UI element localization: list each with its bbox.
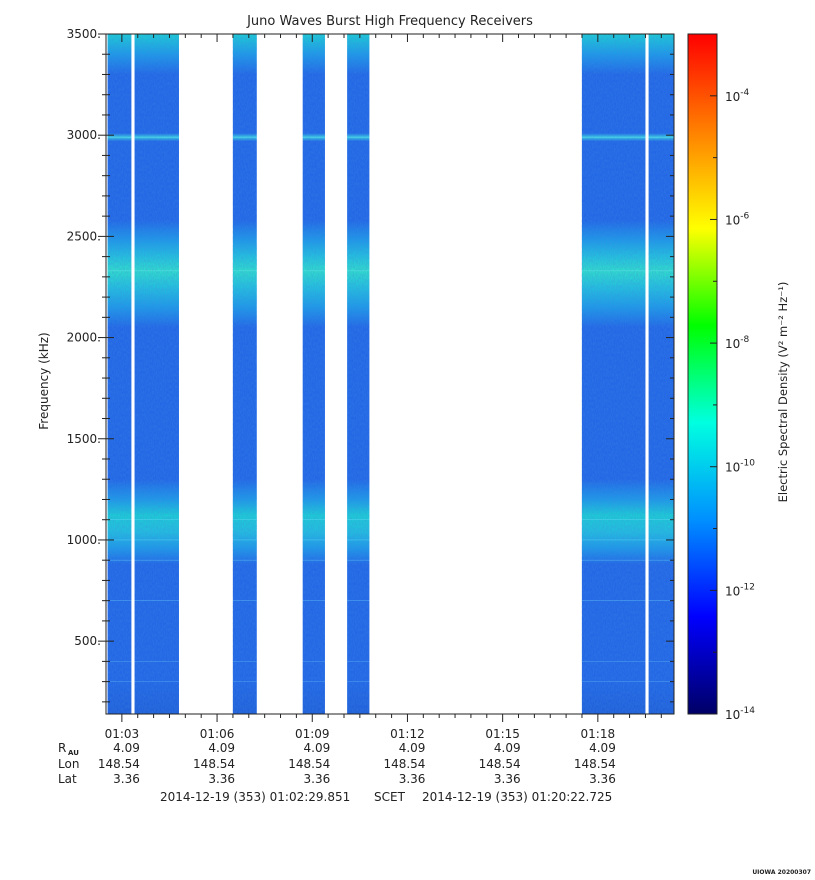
ephemeris-value: 4.09 (208, 741, 235, 755)
data-segment (134, 34, 179, 714)
ephemeris-value: 148.54 (193, 757, 235, 771)
ephemeris-value: 3.36 (304, 772, 331, 786)
ephemeris-value: 4.09 (304, 741, 331, 755)
colorbar-tick-label: 10-8 (725, 335, 750, 351)
colorbar-label: Electric Spectral Density (V² m⁻² Hz⁻¹) (776, 282, 790, 503)
ephemeris-value: 148.54 (574, 757, 616, 771)
ephemeris-value: 3.36 (589, 772, 616, 786)
x-tick-label: 01:15 (485, 727, 520, 741)
x-tick-label: 01:09 (295, 727, 330, 741)
ephemeris-value: 3.36 (113, 772, 140, 786)
x-tick-label: 01:12 (390, 727, 425, 741)
ephemeris-value: 4.09 (113, 741, 140, 755)
y-tick-label: 2000. (67, 331, 101, 345)
time-frame: SCET (374, 790, 406, 804)
y-tick-label: 2500. (67, 229, 101, 243)
data-segment (232, 34, 257, 714)
colorbar (688, 34, 717, 714)
footer-stamp: UIOWA 20200307 (752, 869, 811, 876)
y-tick-label: 1000. (67, 533, 101, 547)
y-tick-label: 3000. (67, 128, 101, 142)
time-start: 2014-12-19 (353) 01:02:29.851 (160, 790, 350, 804)
ephemeris-value: 3.36 (494, 772, 521, 786)
y-tick-label: 3500. (67, 27, 101, 41)
ephemeris-value: 4.09 (494, 741, 521, 755)
ephemeris-value: 4.09 (399, 741, 426, 755)
ephemeris-value: 148.54 (479, 757, 521, 771)
y-axis-label: Frequency (kHz) (37, 332, 51, 429)
y-axis: 500. 1000. 1500. 2000. 2500. 3000. 3500. (67, 27, 674, 703)
ephemeris-row-sublabel: AU (68, 749, 79, 757)
data-segment (302, 34, 325, 714)
ephemeris-row-label: Lon (58, 757, 79, 771)
x-tick-label: 01:06 (200, 727, 235, 741)
colorbar-tick-label: 10-4 (725, 88, 750, 104)
ephemeris-row-label: Lat (58, 772, 77, 786)
colorbar-tick-label: 10-12 (725, 582, 755, 598)
y-tick-label: 500. (74, 634, 101, 648)
ephemeris-value: 148.54 (288, 757, 330, 771)
x-tick-label: 01:18 (581, 727, 616, 741)
ephemeris-table: R AU 4.09 4.09 4.09 4.09 4.09 4.09 Lon 148.54 148.… (58, 741, 616, 786)
ephemeris-value: 148.54 (98, 757, 140, 771)
chart-title: Juno Waves Burst High Frequency Receiver… (246, 14, 533, 29)
ephemeris-value: 4.09 (589, 741, 616, 755)
x-tick-label: 01:03 (105, 727, 140, 741)
ephemeris-value: 3.36 (399, 772, 426, 786)
ephemeris-value: 3.36 (208, 772, 235, 786)
ephemeris-row-label: R (58, 741, 66, 755)
x-axis: 01:03 01:06 01:09 01:12 01:15 01:18 (105, 34, 662, 741)
colorbar-tick-label: 10-14 (725, 706, 755, 722)
time-end: 2014-12-19 (353) 01:20:22.725 (422, 790, 612, 804)
ephemeris-value: 148.54 (383, 757, 425, 771)
colorbar-ticks: 10-14 10-12 10-10 10-8 10-6 10-4 (710, 33, 755, 722)
data-segment (648, 34, 674, 714)
spectrogram-data (107, 34, 674, 714)
plot-frame (105, 33, 675, 715)
data-segment (107, 34, 132, 714)
y-tick-label: 1500. (67, 432, 101, 446)
colorbar-frame (687, 33, 718, 715)
colorbar-tick-label: 10-6 (725, 211, 750, 227)
colorbar-tick-label: 10-10 (725, 459, 755, 475)
data-segment (581, 34, 646, 714)
data-segment (347, 34, 370, 714)
